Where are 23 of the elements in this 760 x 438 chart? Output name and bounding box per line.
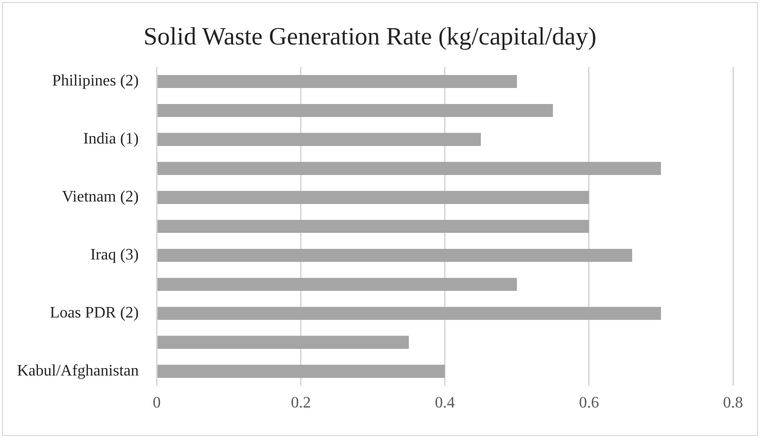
x-tick-label: 0.4 — [434, 394, 455, 412]
bar — [158, 220, 589, 233]
bar — [158, 278, 517, 291]
y-tick-label: Philipines (2) — [52, 72, 139, 90]
bar — [158, 190, 589, 204]
bar — [158, 132, 481, 146]
y-tick-label: Loas PDR (2) — [50, 304, 139, 322]
bar — [158, 162, 661, 175]
x-tick-label: 0.2 — [290, 394, 311, 412]
x-tick-label: 0 — [152, 394, 161, 412]
bar — [158, 104, 553, 117]
x-tick-label: 0.8 — [723, 394, 743, 412]
bar — [158, 364, 445, 378]
bar — [158, 248, 632, 262]
y-tick-label: Vietnam (2) — [62, 188, 139, 206]
y-tick-label: India (1) — [83, 130, 139, 148]
bar — [158, 74, 517, 88]
chart-title: Solid Waste Generation Rate (kg/capital/day) — [144, 24, 596, 51]
x-tick-label: 0.6 — [578, 394, 599, 412]
bar — [158, 336, 409, 349]
bar — [158, 306, 661, 320]
y-tick-label: Kabul/Afghanistan — [17, 362, 139, 380]
y-tick-label: Iraq (3) — [90, 246, 139, 264]
